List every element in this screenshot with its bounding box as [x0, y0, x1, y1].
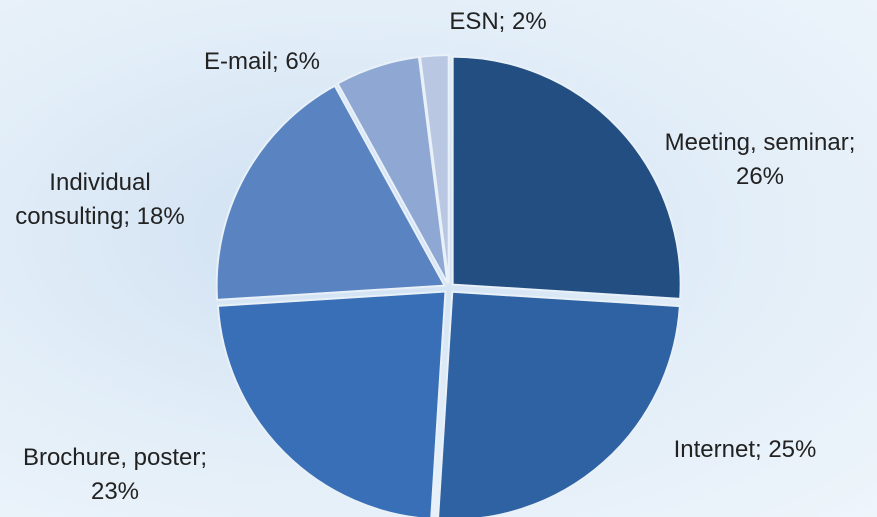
pie-slice: [451, 55, 682, 300]
data-label: Internet; 25%: [673, 436, 817, 463]
data-label: E-mail; 6%: [203, 48, 321, 75]
pie-slice: [336, 55, 449, 284]
data-label: Brochure, poster; 23%: [22, 444, 208, 505]
pie-slice: [216, 290, 447, 517]
data-label: Individual consulting; 18%: [15, 169, 185, 230]
pie-slice: [418, 54, 450, 284]
data-label: ESN; 2%: [449, 8, 547, 35]
data-label: Meeting, seminar; 26%: [664, 129, 856, 190]
pie-slice: [215, 84, 447, 301]
pie-slice: [437, 290, 681, 517]
